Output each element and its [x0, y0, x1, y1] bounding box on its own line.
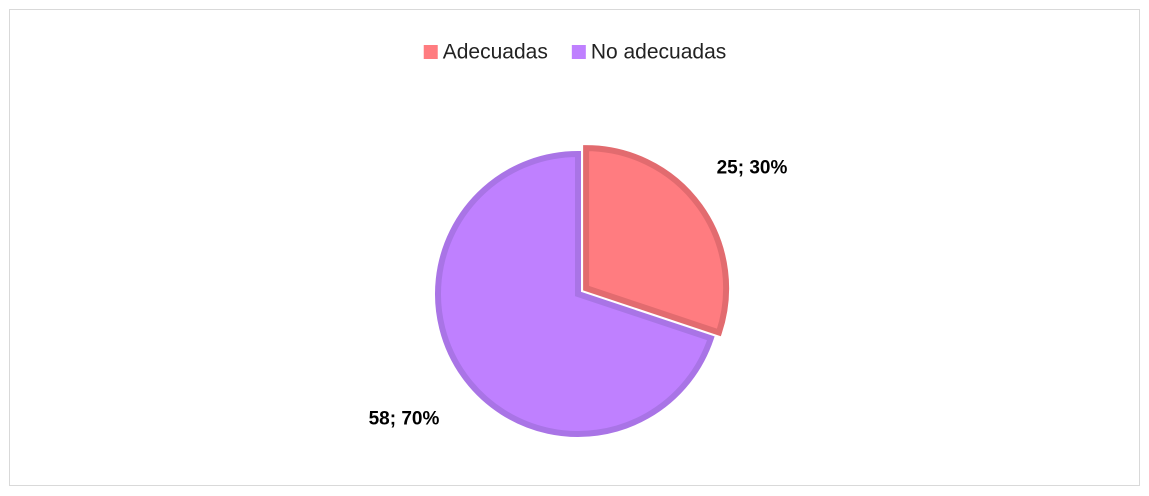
legend: Adecuadas No adecuadas — [423, 41, 726, 64]
legend-label: No adecuadas — [591, 41, 726, 64]
data-label: 25; 30% — [717, 158, 788, 179]
data-label: 58; 70% — [369, 408, 440, 429]
legend-swatch — [571, 45, 586, 59]
legend-label: Adecuadas — [443, 41, 548, 64]
pie-slice — [583, 145, 730, 337]
pie-slice — [435, 150, 715, 437]
legend-swatch — [423, 45, 438, 59]
